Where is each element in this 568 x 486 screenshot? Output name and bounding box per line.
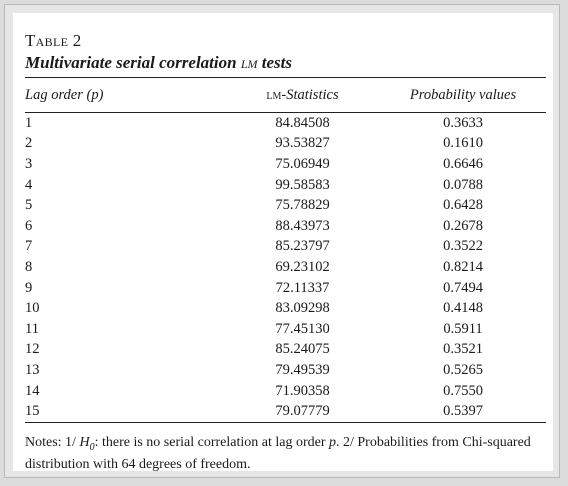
cell-lag: 6 xyxy=(25,217,33,234)
cell-lag: 15 xyxy=(25,401,225,423)
cell-lm-statistic: 71.90358 xyxy=(275,382,330,399)
table-title-main: Multivariate serial correlation xyxy=(25,53,241,72)
document-page: Table 2 Multivariate serial correlation … xyxy=(13,13,553,473)
cell-probability: 0.1610 xyxy=(443,135,483,152)
cell-lm-statistic: 77.45130 xyxy=(275,320,330,337)
cell-lm-statistic: 85.24075 xyxy=(275,341,330,358)
header-probability: Probability values xyxy=(380,77,546,113)
cell-probability: 0.3633 xyxy=(443,114,483,131)
serial-correlation-table: Lag order (p) lm-Statistics Probability … xyxy=(25,77,546,423)
header-lm-rest: -Statistics xyxy=(281,86,339,103)
table-row: 2 93.53827 0.1610 xyxy=(25,134,546,155)
cell-lm-statistic: 79.49539 xyxy=(275,361,330,378)
cell-lag: 3 xyxy=(25,155,33,172)
notes-h-subscript: 0 xyxy=(89,441,95,453)
notes-p-variable: p xyxy=(328,435,336,450)
cell-lag: 1 xyxy=(25,114,33,131)
table-label: Table 2 xyxy=(25,31,82,50)
cell-lm-statistic: 99.58583 xyxy=(275,176,330,193)
table-row: 15 79.07779 0.5397 xyxy=(25,401,546,423)
cell-lm-statistic: 83.09298 xyxy=(275,300,330,317)
table-title-lm: lm xyxy=(240,53,258,72)
cell-lag: 8 xyxy=(25,258,33,275)
cell-lag: 4 xyxy=(25,176,33,193)
table-row: 9 72.11337 0.7494 xyxy=(25,278,546,299)
notes-h-variable: H xyxy=(79,435,90,450)
cell-lag: 5 xyxy=(25,197,33,214)
table-title: Multivariate serial correlation lm tests xyxy=(25,53,292,73)
table-row: 6 88.43973 0.2678 xyxy=(25,216,546,237)
table-body: 1 84.84508 0.3633 2 93.53827 0.1610 3 75.06949 0… xyxy=(25,113,546,423)
table-header: Lag order (p) lm-Statistics Probability … xyxy=(25,77,546,113)
cell-lag: 14 xyxy=(25,382,40,399)
header-lm-statistics: lm-Statistics xyxy=(225,77,380,113)
cell-probability: 0.5265 xyxy=(443,361,483,378)
table-row: 1 84.84508 0.3633 xyxy=(25,113,546,134)
table-row: 14 71.90358 0.7550 xyxy=(25,381,546,402)
cell-lag: 11 xyxy=(25,320,39,337)
header-lm-prefix: lm xyxy=(266,86,282,103)
cell-probability: 0.2678 xyxy=(443,217,483,234)
cell-lag: 7 xyxy=(25,238,33,255)
table-row: 13 79.49539 0.5265 xyxy=(25,360,546,381)
cell-lm-statistic: 85.23797 xyxy=(275,238,330,255)
cell-probability: 0.8214 xyxy=(443,258,483,275)
table-row: 5 75.78829 0.6428 xyxy=(25,195,546,216)
cell-probability: 0.3522 xyxy=(443,238,483,255)
table-row: 4 99.58583 0.0788 xyxy=(25,175,546,196)
cell-probability: 0.4148 xyxy=(443,300,483,317)
cell-probability: 0.6428 xyxy=(443,197,483,214)
table-row: 10 83.09298 0.4148 xyxy=(25,298,546,319)
cell-probability: 0.5397 xyxy=(380,401,546,423)
cell-lm-statistic: 69.23102 xyxy=(275,258,330,275)
notes-text-b: . 2/ Probabilities from Chi-squared dist… xyxy=(25,435,531,472)
header-row: Lag order (p) lm-Statistics Probability … xyxy=(25,77,546,113)
cell-lag: 13 xyxy=(25,361,40,378)
cell-lm-statistic: 84.84508 xyxy=(275,114,330,131)
table-notes: Notes: 1/ H0: there is no serial correla… xyxy=(25,434,547,473)
page-frame: Table 2 Multivariate serial correlation … xyxy=(4,4,560,478)
notes-text-a: : there is no serial correlation at lag … xyxy=(94,435,329,450)
cell-lm-statistic: 72.11337 xyxy=(275,279,330,296)
table-row: 11 77.45130 0.5911 xyxy=(25,319,546,340)
cell-lag: 10 xyxy=(25,300,40,317)
cell-lm-statistic: 79.07779 xyxy=(225,401,380,423)
header-lag-order: Lag order (p) xyxy=(25,77,225,113)
cell-lm-statistic: 75.06949 xyxy=(275,155,330,172)
cell-probability: 0.5911 xyxy=(443,320,483,337)
cell-probability: 0.7550 xyxy=(443,382,483,399)
table-row: 8 69.23102 0.8214 xyxy=(25,257,546,278)
table-row: 3 75.06949 0.6646 xyxy=(25,154,546,175)
table-row: 12 85.24075 0.3521 xyxy=(25,340,546,361)
table-row: 7 85.23797 0.3522 xyxy=(25,237,546,258)
cell-probability: 0.6646 xyxy=(443,155,483,172)
cell-probability: 0.0788 xyxy=(443,176,483,193)
table-title-end: tests xyxy=(257,53,292,72)
cell-lm-statistic: 93.53827 xyxy=(275,135,330,152)
cell-probability: 0.7494 xyxy=(443,279,483,296)
cell-lag: 2 xyxy=(25,135,33,152)
notes-prefix: Notes: 1/ xyxy=(25,435,80,450)
cell-lm-statistic: 75.78829 xyxy=(275,197,330,214)
cell-probability: 0.3521 xyxy=(443,341,483,358)
cell-lm-statistic: 88.43973 xyxy=(275,217,330,234)
cell-lag: 9 xyxy=(25,279,33,296)
cell-lag: 12 xyxy=(25,341,40,358)
